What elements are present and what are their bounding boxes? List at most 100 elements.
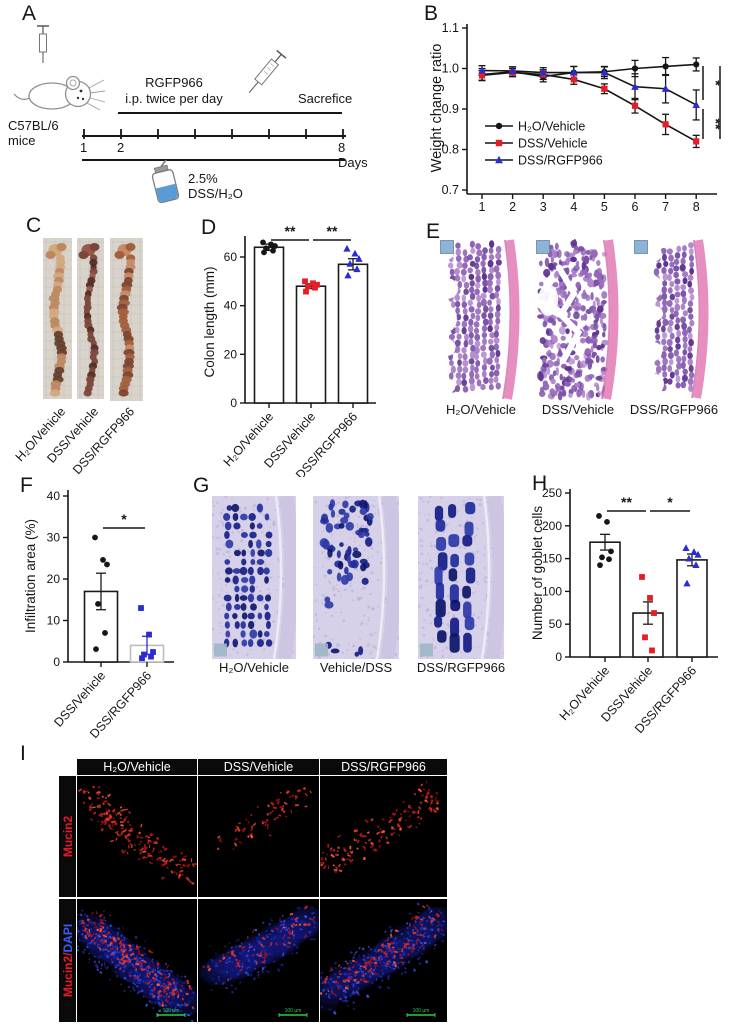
timeline-day-1: 1	[80, 140, 88, 155]
mouse-strain-label: C57BL/6 mice	[8, 118, 59, 148]
svg-text:200: 200	[542, 519, 562, 533]
alcian-label-vehicle-dss: Vehicle/DSS	[319, 660, 393, 675]
if-merge-dss-rgfp966: 100 μm	[320, 899, 447, 1022]
svg-text:1.1: 1.1	[442, 21, 459, 35]
timeline-day-2: 2	[117, 140, 125, 155]
svg-text:H₂O/Vehicle: H₂O/Vehicle	[518, 120, 585, 134]
svg-text:**: **	[621, 494, 632, 510]
if-mucin2-dss-rgfp966	[320, 776, 447, 897]
svg-text:10: 10	[47, 614, 61, 628]
svg-text:8: 8	[693, 200, 700, 214]
he-micrograph-h2o-vehicle	[438, 238, 524, 401]
if-row-label-mucin2: Mucin2	[59, 776, 76, 897]
mucin2-label-text: Mucin2	[60, 815, 75, 858]
svg-text:4: 4	[570, 200, 577, 214]
if-mucin2-h2o-vehicle	[77, 776, 197, 897]
treatment-drug-label: RGFP966	[145, 75, 203, 90]
svg-text:*: *	[667, 494, 673, 510]
svg-text:30: 30	[47, 531, 61, 545]
if-merge-dss-vehicle: 100 μm	[198, 899, 319, 1022]
svg-text:Number of goblet cells: Number of goblet cells	[530, 506, 545, 641]
colon-photo-dss-vehicle	[77, 238, 104, 399]
svg-text:60: 60	[224, 250, 238, 264]
panel-e-label: E	[426, 220, 441, 243]
svg-text:0: 0	[555, 650, 562, 664]
svg-text:**: **	[285, 223, 296, 239]
alcian-micrograph-dss-rgfp966	[418, 496, 504, 659]
alcian-micrograph-h2o-vehicle	[212, 496, 296, 659]
colon-photo-h2o-vehicle	[43, 238, 72, 399]
svg-text:Infiltration area (%): Infiltration area (%)	[23, 519, 38, 633]
syringe-icon	[248, 49, 287, 93]
if-merge-h2o-vehicle: 100 μm	[77, 899, 197, 1022]
svg-text:40: 40	[47, 489, 61, 503]
svg-text:20: 20	[224, 347, 238, 361]
alcian-label-dss-rgfp966: DSS/RGFP966	[416, 660, 506, 675]
alcian-micrograph-vehicle-dss	[313, 496, 399, 659]
he-label-dss-vehicle: DSS/Vehicle	[541, 402, 615, 417]
weight-change-chart: Weight change ratio 0.7 0.8 0.9 1.0 1.1 1 2 3 4 5 6…	[429, 21, 731, 214]
timeline-axis	[82, 129, 346, 139]
svg-text:20: 20	[47, 572, 61, 586]
svg-text:50: 50	[549, 617, 563, 631]
svg-text:100 μm: 100 μm	[285, 1008, 302, 1014]
svg-text:6: 6	[632, 200, 639, 214]
if-column-header-dss-vehicle: DSS/Vehicle	[198, 759, 319, 775]
svg-text:2: 2	[509, 200, 516, 214]
treatment-route-label: i.p. twice per day	[125, 91, 223, 106]
if-row-label-mucin2-dapi: Mucin2/DAPI	[59, 899, 76, 1022]
he-label-h2o-vehicle: H₂O/Vehicle	[445, 402, 517, 417]
svg-text:*: *	[708, 80, 724, 86]
svg-text:3: 3	[540, 200, 547, 214]
svg-text:Colon length (mm): Colon length (mm)	[202, 266, 217, 377]
treatment-duration-line	[118, 112, 342, 114]
timeline-day-end: 8 Days	[338, 140, 368, 170]
svg-text:1: 1	[479, 200, 486, 214]
mucin2-label-text: Mucin2/	[60, 952, 75, 998]
dss-label: 2.5% DSS/H₂O	[188, 171, 243, 201]
svg-text:Weight change ratio: Weight change ratio	[429, 44, 445, 173]
svg-text:0: 0	[230, 396, 237, 410]
svg-text:0.7: 0.7	[442, 183, 459, 197]
he-label-dss-rgfp966: DSS/RGFP966	[629, 402, 719, 417]
panel-d-label: D	[201, 216, 217, 239]
alcian-label-h2o-vehicle: H₂O/Vehicle	[218, 660, 290, 675]
svg-text:150: 150	[542, 552, 562, 566]
infiltration-area-chart: Infiltration area (%)010203040*DSS/Vehic…	[23, 489, 174, 741]
svg-text:7: 7	[662, 200, 669, 214]
svg-text:100: 100	[542, 584, 562, 598]
he-micrograph-dss-vehicle	[534, 238, 623, 401]
svg-text:100 μm: 100 μm	[413, 1008, 430, 1014]
dapi-label-text: DAPI	[60, 923, 75, 953]
if-column-header-dss-rgfp966: DSS/RGFP966	[320, 759, 447, 775]
svg-text:1.0: 1.0	[442, 62, 459, 76]
sacrifice-label: Sacrefice	[298, 91, 353, 106]
panel-f-label: F	[20, 474, 33, 497]
svg-text:250: 250	[542, 486, 562, 500]
if-row-strip-mucin2-dapi	[59, 899, 76, 1022]
panel-c-label: C	[26, 214, 42, 237]
svg-text:0.9: 0.9	[442, 102, 459, 116]
svg-text:0.8: 0.8	[442, 143, 459, 157]
svg-text:40: 40	[224, 299, 238, 313]
svg-text:0: 0	[53, 655, 60, 669]
svg-text:DSS/RGFP966: DSS/RGFP966	[518, 154, 603, 168]
if-column-header-h2o-vehicle: H₂O/Vehicle	[77, 759, 197, 775]
panel-h-label: H	[532, 472, 548, 495]
panel-g-label: G	[193, 474, 210, 497]
svg-text:**: **	[725, 97, 731, 108]
svg-text:**: **	[708, 119, 724, 130]
if-mucin2-dss-vehicle	[198, 776, 319, 897]
he-micrograph-dss-rgfp966	[632, 238, 713, 400]
panel-a-label: A	[22, 2, 37, 25]
if-row-strip-mucin2	[59, 776, 76, 897]
svg-text:**: **	[327, 223, 338, 239]
svg-text:*: *	[121, 511, 127, 527]
panel-i-label: I	[20, 742, 26, 765]
dss-duration-line	[82, 159, 345, 161]
water-bottle-icon	[151, 160, 180, 204]
